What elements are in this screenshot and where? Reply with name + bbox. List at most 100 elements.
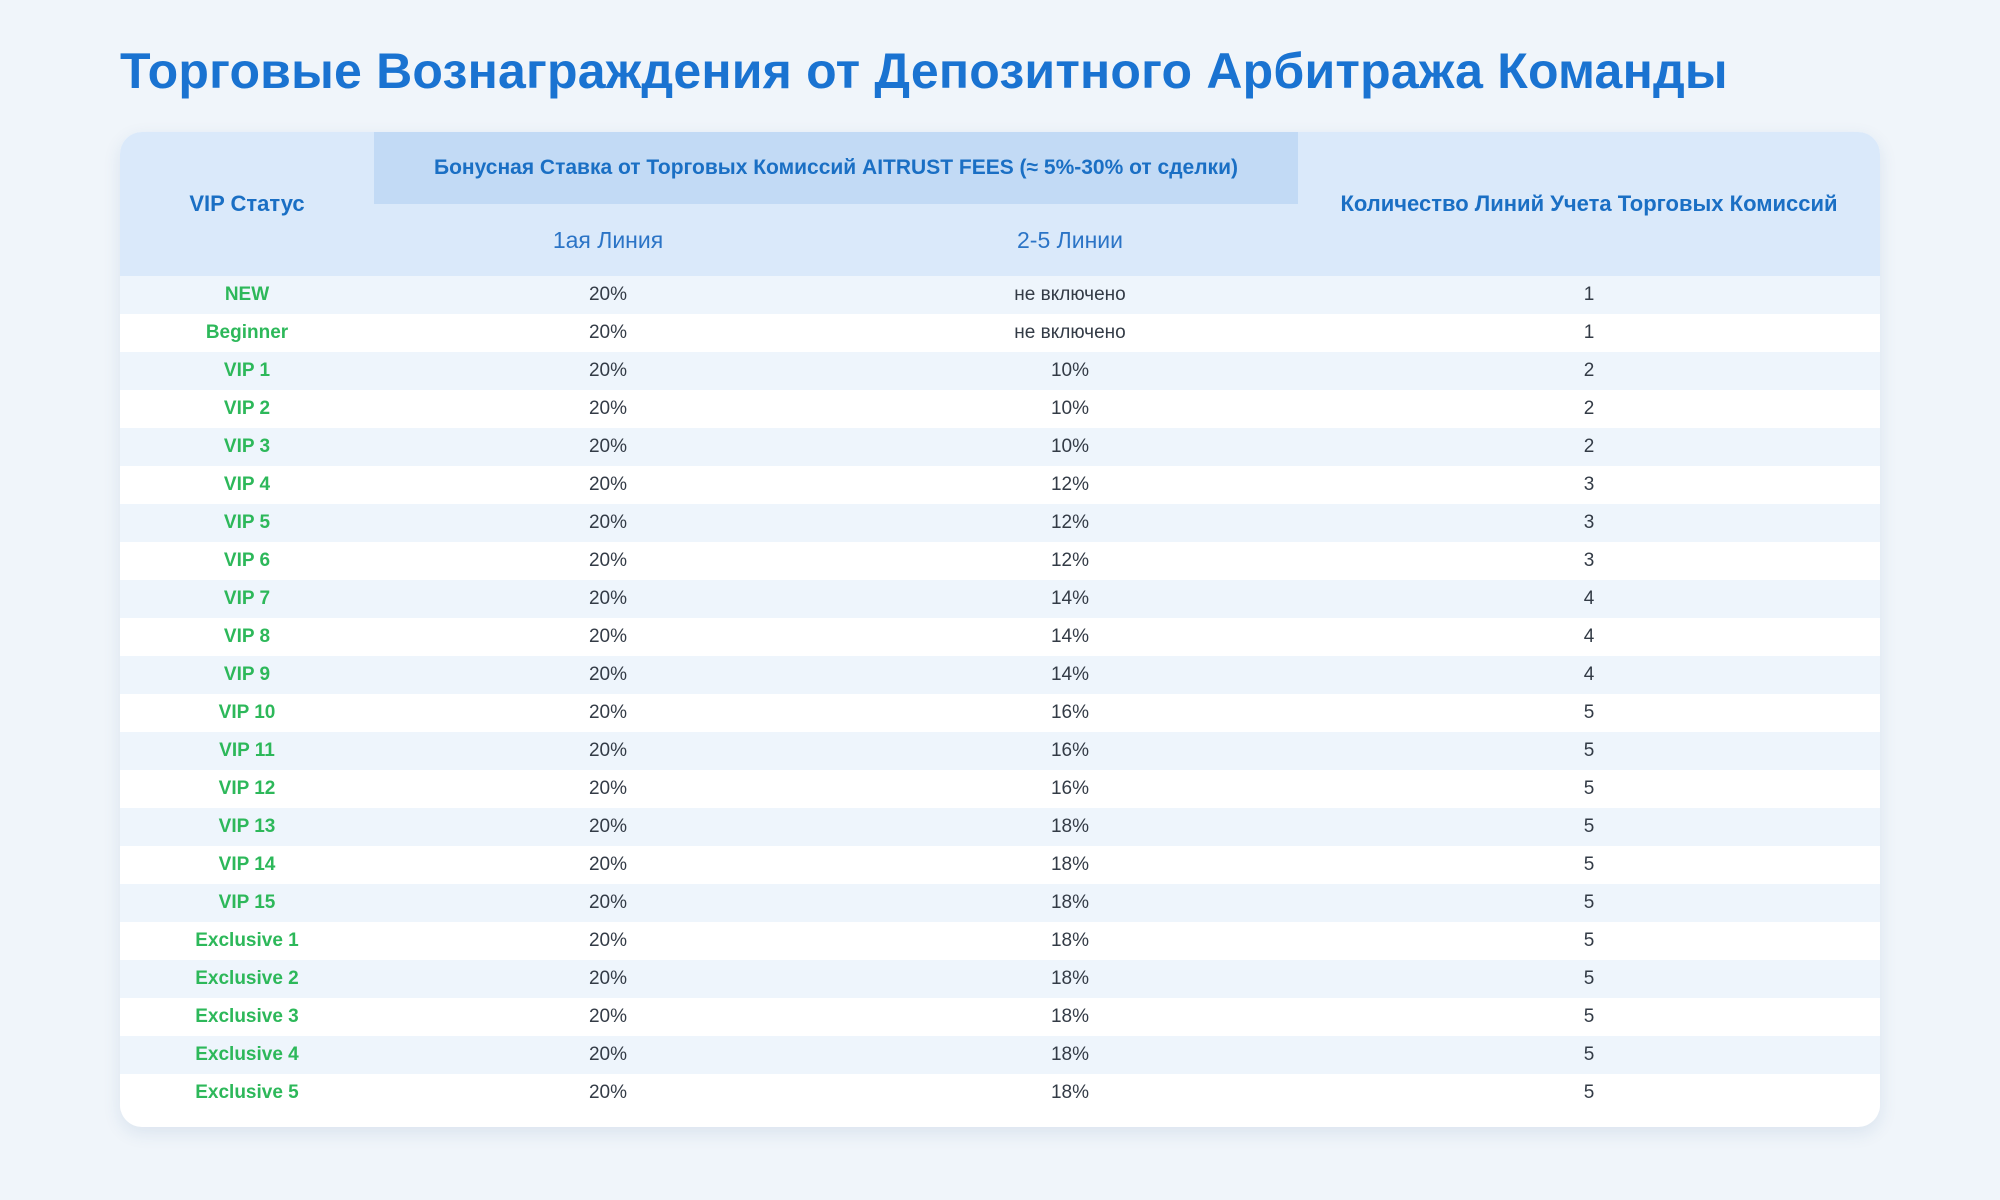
lines-count-cell: 5	[1298, 732, 1880, 770]
line-1-rate-cell: 20%	[374, 314, 842, 352]
vip-status-cell: NEW	[120, 276, 374, 314]
table-header: VIP Статус Бонусная Ставка от Торговых К…	[120, 132, 1880, 276]
line-1-rate-cell: 20%	[374, 998, 842, 1036]
rewards-table: VIP Статус Бонусная Ставка от Торговых К…	[120, 132, 1880, 1112]
vip-status-cell: VIP 14	[120, 846, 374, 884]
table-row: VIP 5 20% 12% 3	[120, 504, 1880, 542]
page-title: Торговые Вознаграждения от Депозитного А…	[120, 43, 1728, 99]
lines-count-cell: 4	[1298, 580, 1880, 618]
vip-status-cell: VIP 2	[120, 390, 374, 428]
lines-count-cell: 5	[1298, 998, 1880, 1036]
table-row: Beginner 20% не включено 1	[120, 314, 1880, 352]
line-1-rate-cell: 20%	[374, 542, 842, 580]
lines-2-5-rate-cell: не включено	[842, 276, 1298, 314]
vip-status-cell: VIP 12	[120, 770, 374, 808]
header-line-1: 1ая Линия	[374, 204, 842, 276]
table-body: NEW 20% не включено 1 Beginner 20% не включено…	[120, 276, 1880, 1112]
lines-count-cell: 5	[1298, 1074, 1880, 1112]
table-row: VIP 7 20% 14% 4	[120, 580, 1880, 618]
lines-2-5-rate-cell: 10%	[842, 352, 1298, 390]
table-row: Exclusive 4 20% 18% 5	[120, 1036, 1880, 1074]
line-1-rate-cell: 20%	[374, 580, 842, 618]
lines-2-5-rate-cell: 10%	[842, 428, 1298, 466]
line-1-rate-cell: 20%	[374, 922, 842, 960]
lines-2-5-rate-cell: 16%	[842, 694, 1298, 732]
vip-status-cell: Exclusive 3	[120, 998, 374, 1036]
table-row: VIP 9 20% 14% 4	[120, 656, 1880, 694]
table-row: VIP 8 20% 14% 4	[120, 618, 1880, 656]
lines-count-cell: 4	[1298, 618, 1880, 656]
header-lines-2-5: 2-5 Линии	[842, 204, 1298, 276]
lines-count-cell: 2	[1298, 428, 1880, 466]
lines-count-cell: 4	[1298, 656, 1880, 694]
lines-2-5-rate-cell: 18%	[842, 808, 1298, 846]
lines-count-cell: 2	[1298, 352, 1880, 390]
vip-status-cell: Exclusive 1	[120, 922, 374, 960]
lines-2-5-rate-cell: 16%	[842, 732, 1298, 770]
table-row: VIP 14 20% 18% 5	[120, 846, 1880, 884]
table-row: Exclusive 2 20% 18% 5	[120, 960, 1880, 998]
table-row: Exclusive 1 20% 18% 5	[120, 922, 1880, 960]
vip-status-cell: Beginner	[120, 314, 374, 352]
table-row: Exclusive 3 20% 18% 5	[120, 998, 1880, 1036]
lines-2-5-rate-cell: 18%	[842, 884, 1298, 922]
vip-status-cell: Exclusive 4	[120, 1036, 374, 1074]
lines-2-5-rate-cell: 18%	[842, 1074, 1298, 1112]
line-1-rate-cell: 20%	[374, 846, 842, 884]
lines-count-cell: 5	[1298, 770, 1880, 808]
table-row: VIP 15 20% 18% 5	[120, 884, 1880, 922]
lines-count-cell: 5	[1298, 1036, 1880, 1074]
rewards-table-card: VIP Статус Бонусная Ставка от Торговых К…	[120, 132, 1880, 1127]
vip-status-cell: VIP 11	[120, 732, 374, 770]
line-1-rate-cell: 20%	[374, 352, 842, 390]
header-bonus-rate-group: Бонусная Ставка от Торговых Комиссий AIT…	[374, 132, 1298, 204]
line-1-rate-cell: 20%	[374, 618, 842, 656]
lines-2-5-rate-cell: 12%	[842, 504, 1298, 542]
vip-status-cell: Exclusive 5	[120, 1074, 374, 1112]
lines-count-cell: 3	[1298, 504, 1880, 542]
table-row: NEW 20% не включено 1	[120, 276, 1880, 314]
lines-count-cell: 5	[1298, 694, 1880, 732]
line-1-rate-cell: 20%	[374, 732, 842, 770]
lines-count-cell: 1	[1298, 276, 1880, 314]
header-lines-count: Количество Линий Учета Торговых Комиссий	[1298, 132, 1880, 276]
lines-2-5-rate-cell: 14%	[842, 580, 1298, 618]
vip-status-cell: VIP 7	[120, 580, 374, 618]
line-1-rate-cell: 20%	[374, 770, 842, 808]
lines-count-cell: 5	[1298, 846, 1880, 884]
lines-count-cell: 5	[1298, 808, 1880, 846]
table-row: VIP 12 20% 16% 5	[120, 770, 1880, 808]
header-row-top: VIP Статус Бонусная Ставка от Торговых К…	[120, 132, 1880, 276]
line-1-rate-cell: 20%	[374, 808, 842, 846]
vip-status-cell: VIP 15	[120, 884, 374, 922]
lines-2-5-rate-cell: 12%	[842, 466, 1298, 504]
lines-count-cell: 5	[1298, 960, 1880, 998]
lines-2-5-rate-cell: 14%	[842, 656, 1298, 694]
lines-2-5-rate-cell: 18%	[842, 960, 1298, 998]
line-1-rate-cell: 20%	[374, 960, 842, 998]
lines-count-cell: 3	[1298, 542, 1880, 580]
table-row: VIP 11 20% 16% 5	[120, 732, 1880, 770]
table-row: VIP 13 20% 18% 5	[120, 808, 1880, 846]
line-1-rate-cell: 20%	[374, 656, 842, 694]
table-row: VIP 2 20% 10% 2	[120, 390, 1880, 428]
lines-2-5-rate-cell: 14%	[842, 618, 1298, 656]
line-1-rate-cell: 20%	[374, 1036, 842, 1074]
vip-status-cell: VIP 8	[120, 618, 374, 656]
lines-2-5-rate-cell: 18%	[842, 1036, 1298, 1074]
lines-2-5-rate-cell: не включено	[842, 314, 1298, 352]
line-1-rate-cell: 20%	[374, 1074, 842, 1112]
table-row: VIP 4 20% 12% 3	[120, 466, 1880, 504]
lines-2-5-rate-cell: 18%	[842, 846, 1298, 884]
table-row: VIP 1 20% 10% 2	[120, 352, 1880, 390]
line-1-rate-cell: 20%	[374, 390, 842, 428]
table-row: Exclusive 5 20% 18% 5	[120, 1074, 1880, 1112]
vip-status-cell: VIP 3	[120, 428, 374, 466]
lines-2-5-rate-cell: 18%	[842, 922, 1298, 960]
lines-count-cell: 3	[1298, 466, 1880, 504]
vip-status-cell: VIP 9	[120, 656, 374, 694]
lines-count-cell: 2	[1298, 390, 1880, 428]
vip-status-cell: VIP 5	[120, 504, 374, 542]
lines-count-cell: 5	[1298, 884, 1880, 922]
lines-2-5-rate-cell: 10%	[842, 390, 1298, 428]
